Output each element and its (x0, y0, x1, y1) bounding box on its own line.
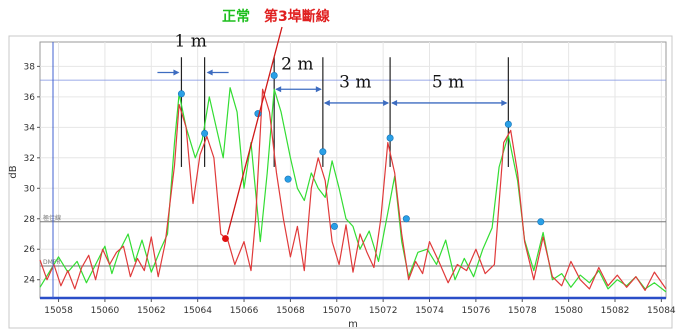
y-axis-ticks: 24 26 28 30 32 34 36 38 (24, 62, 40, 286)
dimension-arrowhead (391, 99, 398, 106)
x-tick-label: 15058 (44, 306, 73, 316)
dimension-label: 1 m (175, 32, 207, 52)
y-tick-label: 28 (24, 215, 36, 225)
peak-marker (402, 215, 410, 223)
legend-normal-label: 正常 (222, 8, 250, 25)
peak-marker (270, 72, 278, 80)
y-tick-label: 34 (24, 123, 36, 133)
y-tick-label: 32 (24, 154, 35, 164)
peak-marker (504, 120, 512, 128)
dimension-annotations: 1 m 2 m 3 m 5 m (157, 32, 508, 106)
x-tick-label: 15080 (554, 306, 583, 316)
legend-broken-label: 第3埠斷線 (264, 8, 330, 25)
x-tick-label: 15072 (369, 306, 398, 316)
plot-area (39, 41, 667, 299)
data-markers (177, 26, 545, 242)
break-point-marker (222, 235, 229, 242)
grid-lines (40, 42, 666, 298)
peak-marker (330, 222, 338, 230)
x-tick-label: 15062 (137, 306, 166, 316)
x-axis-ticks: 15058 15060 15062 15064 15066 15068 15070 15072… (44, 298, 676, 316)
x-tick-label: 15060 (91, 306, 120, 316)
peak-marker (201, 129, 209, 137)
reference-line-label: 極佳線 (43, 214, 61, 222)
dimension-label: 5 m (432, 73, 464, 93)
y-tick-label: 36 (24, 93, 36, 103)
x-tick-label: 15076 (462, 306, 491, 316)
x-tick-label: 15066 (230, 306, 259, 316)
x-tick-label: 15084 (647, 306, 676, 316)
peak-marker (177, 90, 185, 98)
series-lines (39, 87, 667, 293)
break-pointer-line (226, 26, 283, 235)
peak-marker (537, 218, 545, 226)
reference-line-label: DMPR (43, 259, 61, 266)
peak-marker (386, 134, 394, 142)
series-line-broken (39, 88, 667, 291)
dimension-arrowhead (275, 86, 282, 93)
peak-marker (319, 148, 327, 156)
dimension-label: 2 m (281, 54, 313, 74)
peak-marker (284, 175, 292, 183)
x-axis-title: m (348, 319, 358, 330)
dimension-arrowhead (315, 86, 322, 93)
dimension-arrowhead (323, 99, 330, 106)
y-axis-title: dB (8, 165, 19, 178)
x-tick-label: 15064 (183, 306, 212, 316)
x-tick-label: 15074 (415, 306, 444, 316)
x-tick-label: 15068 (276, 306, 305, 316)
dimension-label: 3 m (339, 73, 371, 93)
y-tick-label: 24 (24, 276, 36, 286)
dimension-arrowhead (173, 69, 180, 76)
reference-lines: 極佳線 DMPR (40, 214, 666, 267)
x-tick-label: 15082 (601, 306, 630, 316)
y-tick-label: 30 (24, 184, 36, 194)
x-tick-label: 15070 (322, 306, 351, 316)
dimension-arrowhead (206, 69, 213, 76)
y-tick-label: 38 (24, 62, 36, 72)
dimension-arrowhead (501, 99, 508, 106)
y-tick-label: 26 (24, 245, 36, 255)
x-tick-label: 15078 (508, 306, 537, 316)
dimension-arrowhead (383, 99, 390, 106)
